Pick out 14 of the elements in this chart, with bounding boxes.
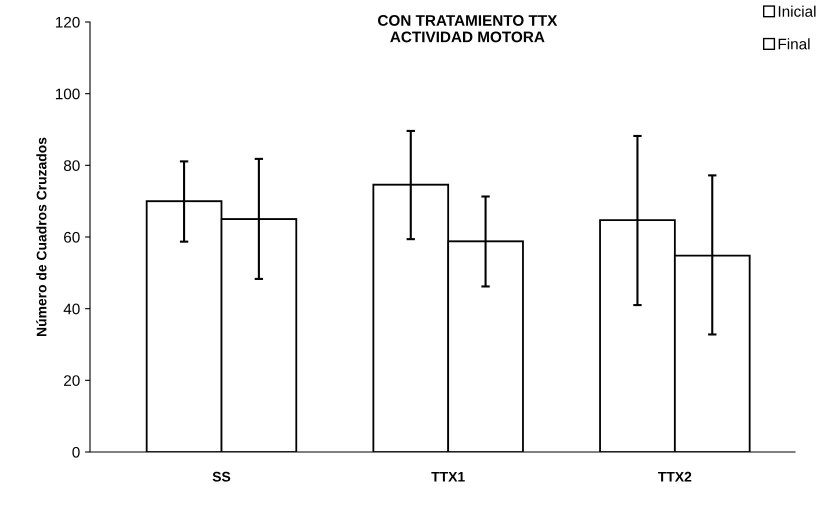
y-tick-label: 120 — [56, 16, 80, 28]
y-tick-label: 100 — [56, 88, 80, 100]
x-tick-label: SS — [212, 472, 230, 482]
y-tick-label: 0 — [72, 446, 80, 458]
y-tick-label: 60 — [64, 232, 80, 243]
chart-title: CON TRATAMIENTO TTX ACTIVIDAD MOTORA — [378, 15, 558, 42]
x-tick-label: TTX2 — [658, 472, 692, 482]
y-tick-label: 80 — [64, 160, 80, 172]
y-tick-label: 40 — [64, 304, 80, 314]
x-tick-label: TTX1 — [431, 472, 465, 482]
y-axis-title: Número de Cuadros Cruzados — [36, 138, 46, 336]
legend-label: Final — [778, 38, 810, 50]
y-tick-label: 20 — [64, 375, 80, 386]
legend-label: Inicial — [778, 6, 816, 17]
